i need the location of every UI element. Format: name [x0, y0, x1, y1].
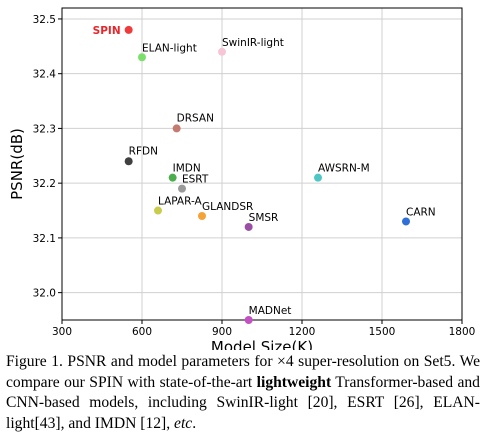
point-awsrn-m [314, 173, 322, 182]
x-tick-label: 900 [212, 326, 232, 338]
x-tick-label: 600 [132, 326, 152, 338]
point-label-swinir-light: SwinIR-light [222, 37, 284, 49]
y-tick-label: 32.1 [33, 233, 56, 245]
point-madnet [244, 316, 253, 324]
point-drsan [172, 124, 181, 133]
point-glandsr [198, 212, 206, 220]
point-label-glandsr: GLANDSR [202, 201, 253, 213]
point-label-spin: SPIN [93, 25, 121, 37]
figure-caption: Figure 1. PSNR and model parameters for … [6, 352, 480, 434]
y-tick-label: 32.5 [33, 14, 56, 26]
point-rfdn [124, 157, 133, 166]
point-label-carn: CARN [406, 206, 436, 218]
y-tick-label: 32.0 [33, 288, 56, 300]
x-tick-label: 1800 [449, 326, 476, 338]
y-tick-label: 32.4 [33, 69, 57, 81]
x-tick-label: 1200 [289, 326, 316, 338]
x-tick-label: 300 [52, 326, 72, 338]
x-tick-label: 1500 [369, 326, 396, 338]
caption-etc: etc [174, 414, 193, 432]
point-carn [402, 217, 410, 226]
point-smsr [244, 222, 253, 231]
x-axis-title: Model Size(K) [211, 338, 313, 350]
y-tick-label: 32.3 [33, 123, 56, 135]
point-label-madnet: MADNet [249, 305, 292, 317]
point-label-rfdn: RFDN [129, 145, 158, 157]
point-label-drsan: DRSAN [177, 112, 214, 124]
point-label-imdn: IMDN [173, 163, 201, 175]
caption-prefix: Figure 1. PSNR and model parameters for [6, 353, 278, 370]
point-label-elan-light: ELAN-light [142, 42, 197, 54]
caption-times: ×4 [277, 353, 294, 370]
caption-bold-word: lightweight [256, 373, 332, 391]
point-elan-light [138, 53, 146, 62]
caption-middle: super-resolution on Set5. We compare our… [6, 353, 480, 391]
y-axis-title: PSNR(dB) [8, 128, 26, 200]
point-imdn [168, 173, 177, 182]
point-esrt [178, 184, 186, 193]
point-label-awsrn-m: AWSRN-M [318, 163, 370, 175]
scatter-chart: 300 600 900 1200 1500 1800 32.0 32.1 32.2 32.3 32.… [8, 7, 476, 350]
point-lapar-a [154, 206, 162, 215]
y-tick-label: 32.2 [33, 178, 56, 190]
point-label-lapar-a: LAPAR-A [158, 196, 203, 208]
point-label-esrt: ESRT [182, 174, 209, 186]
caption-end: . [192, 414, 197, 432]
caption-suffix: Transformer-based and CNN-based models, … [6, 373, 480, 432]
point-swinir-light [218, 47, 226, 56]
point-label-smsr: SMSR [249, 212, 279, 224]
plot-frame [61, 7, 463, 321]
point-spin [124, 25, 133, 34]
